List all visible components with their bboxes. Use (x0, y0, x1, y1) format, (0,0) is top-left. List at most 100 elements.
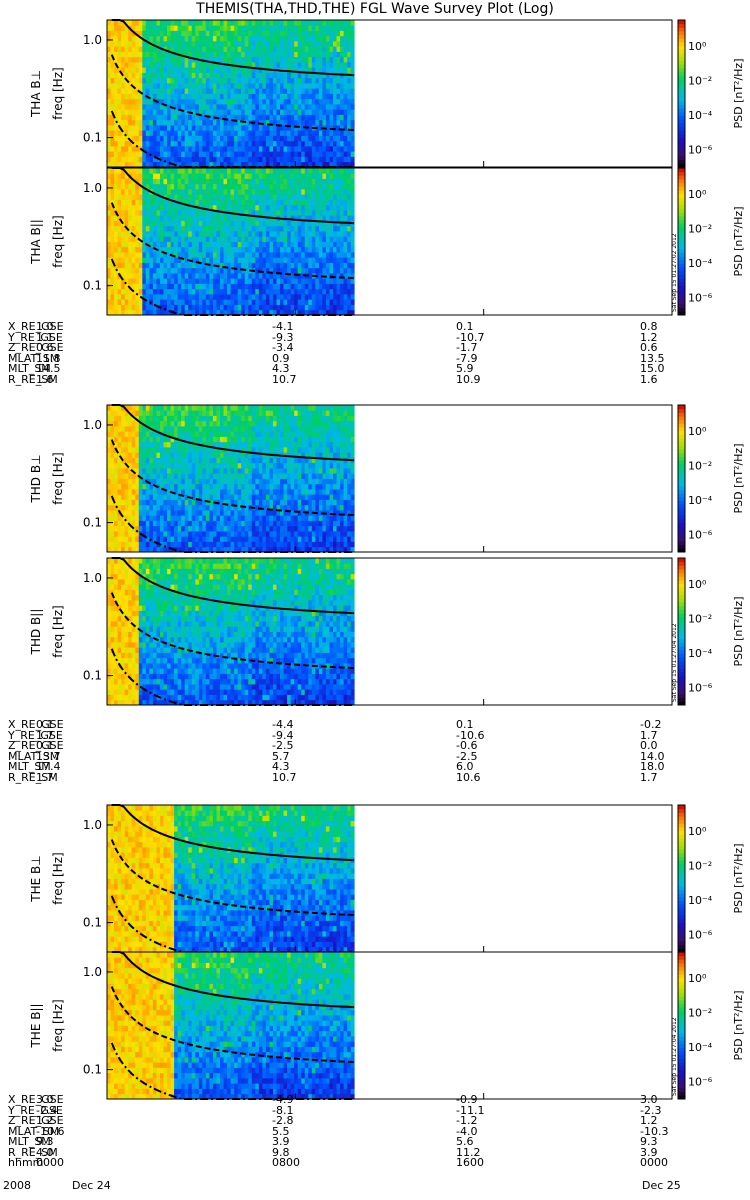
colorbar-cell (678, 186, 685, 191)
heatmap-cell (244, 41, 249, 47)
heatmap-cell (262, 246, 267, 253)
heatmap-cell (336, 288, 341, 295)
heatmap-cell (188, 130, 193, 136)
heatmap-cell (322, 104, 327, 110)
heatmap-cell (220, 35, 224, 42)
heatmap-cell (325, 252, 330, 258)
heatmap-cell (167, 151, 171, 157)
heatmap-cell (159, 447, 164, 453)
heatmap-cell (149, 56, 154, 63)
heatmap-cell (340, 273, 344, 279)
heatmap-cell (191, 257, 196, 263)
heatmap-cell (350, 41, 355, 47)
heatmap-cell (287, 225, 292, 232)
heatmap-cell (325, 56, 330, 63)
heatmap-cell (325, 93, 330, 100)
heatmap-cell (170, 262, 175, 269)
heatmap-cell (209, 161, 214, 168)
heatmap-cell (262, 225, 267, 232)
heatmap-cell (276, 278, 281, 284)
heatmap-cell (336, 204, 341, 211)
heatmap-cell (276, 77, 281, 84)
heatmap-cell (315, 130, 320, 136)
heatmap-cell (343, 236, 348, 242)
heatmap-cell (205, 146, 210, 152)
heatmap-cell (124, 231, 129, 237)
heatmap-cell (209, 146, 214, 152)
colorbar-cell (678, 303, 685, 309)
heatmap-cell (163, 504, 168, 511)
heatmap-cell (159, 267, 164, 274)
heatmap-cell (198, 257, 203, 263)
heatmap-cell (333, 236, 337, 242)
heatmap-cell (269, 20, 274, 26)
heatmap-cell (241, 46, 246, 52)
heatmap-cell (110, 431, 115, 437)
heatmap-cell (202, 462, 207, 469)
heatmap-cell (216, 194, 221, 200)
heatmap-cell (149, 25, 154, 31)
heatmap-cell (333, 204, 337, 211)
heatmap-cell (287, 88, 292, 94)
heatmap-cell (315, 25, 320, 31)
heatmap-cell (272, 125, 277, 131)
heatmap-cell (241, 236, 246, 242)
heatmap-cell (223, 215, 228, 221)
heatmap-cell (322, 215, 327, 221)
heatmap-cell (131, 515, 136, 521)
heatmap-cell (325, 225, 330, 232)
heatmap-cell (177, 189, 182, 195)
heatmap-cell (350, 46, 355, 52)
heatmap-cell (272, 156, 277, 163)
heatmap-cell (177, 489, 182, 495)
heatmap-cell (174, 220, 179, 227)
heatmap-cell (167, 541, 171, 548)
heatmap-cell (107, 135, 111, 142)
heatmap-cell (280, 104, 284, 110)
heatmap-cell (170, 183, 175, 190)
heatmap-cell (297, 67, 302, 73)
heatmap-cell (205, 194, 210, 200)
heatmap-cell (301, 62, 306, 68)
heatmap-cell (142, 283, 147, 290)
heatmap-cell (269, 183, 274, 190)
heatmap-cell (142, 183, 147, 190)
heatmap-cell (220, 278, 224, 284)
heatmap-cell (290, 93, 295, 100)
heatmap-cell (170, 283, 175, 290)
heatmap-cell (117, 452, 122, 458)
heatmap-cell (287, 161, 292, 168)
heatmap-cell (290, 273, 295, 279)
heatmap-cell (350, 83, 355, 89)
heatmap-cell (216, 536, 221, 542)
heatmap-cell (329, 135, 334, 142)
heatmap-cell (322, 25, 327, 31)
heatmap-cell (163, 309, 168, 316)
heatmap-cell (202, 51, 207, 58)
heatmap-cell (290, 210, 295, 216)
colorbar-cell (678, 111, 685, 116)
heatmap-cell (255, 125, 260, 131)
heatmap-cell (117, 431, 122, 437)
heatmap-cell (145, 46, 150, 52)
heatmap-cell (223, 93, 228, 100)
heatmap-cell (124, 109, 129, 115)
heatmap-cell (156, 51, 161, 58)
heatmap-cell (128, 140, 133, 147)
colorbar-cell (678, 27, 685, 32)
heatmap-cell (241, 299, 246, 305)
heatmap-cell (272, 140, 277, 147)
heatmap-cell (117, 183, 122, 190)
heatmap-cell (167, 93, 171, 100)
heatmap-cell (191, 410, 196, 416)
heatmap-cell (181, 67, 186, 73)
heatmap-cell (156, 77, 161, 84)
heatmap-cell (167, 504, 171, 511)
heatmap-cell (216, 441, 221, 448)
heatmap-cell (329, 114, 334, 121)
heatmap-cell (174, 151, 179, 157)
heatmap-cell (121, 410, 126, 416)
heatmap-cell (294, 210, 299, 216)
heatmap-cell (188, 189, 193, 195)
heatmap-cell (138, 83, 143, 89)
